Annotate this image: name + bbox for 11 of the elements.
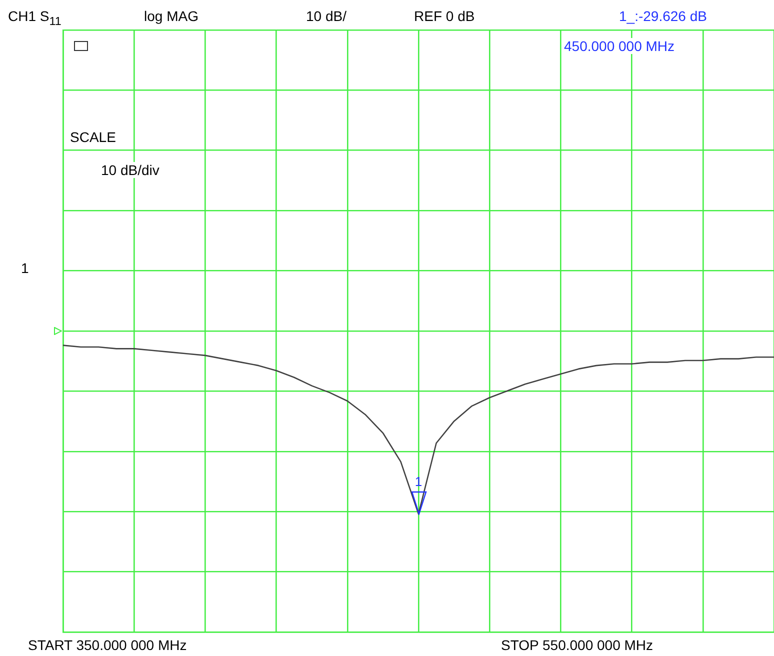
text: log MAG [143, 8, 200, 24]
text: 450.000 000 MHz [563, 38, 676, 54]
text: START 350.000 000 MHz [27, 637, 188, 653]
text: SCALE [69, 129, 117, 145]
text: 1 [20, 260, 30, 276]
text: 1_:-29.626 dB [618, 8, 708, 24]
chart-title: CH1 S$_{11}$ [8, 8, 62, 28]
text: 10 dB/ [305, 8, 348, 24]
text: STOP 550.000 000 MHz [500, 637, 654, 653]
text: 10 dB/div [100, 162, 160, 178]
text: REF 0 dB [413, 8, 476, 24]
